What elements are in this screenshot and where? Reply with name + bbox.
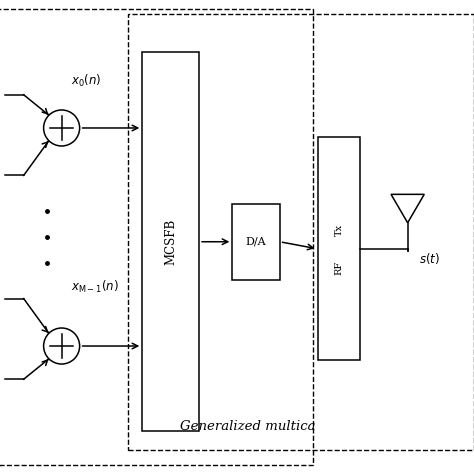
Circle shape	[44, 110, 80, 146]
Text: RF: RF	[335, 261, 343, 275]
Bar	[232, 204, 280, 280]
Text: $s(t)$: $s(t)$	[419, 251, 440, 266]
Text: $x_{\mathrm{M-1}}(n)$: $x_{\mathrm{M-1}}(n)$	[71, 279, 119, 295]
Text: MCSFB: MCSFB	[164, 219, 177, 265]
Text: D/A: D/A	[246, 237, 266, 247]
Circle shape	[44, 328, 80, 364]
Text: $x_0(n)$: $x_0(n)$	[71, 73, 101, 89]
Text: Generalized multica: Generalized multica	[180, 420, 316, 433]
Text: Tx: Tx	[335, 224, 343, 236]
Bar	[142, 52, 199, 431]
Bar	[0, 9, 313, 465]
Bar	[318, 137, 360, 360]
Bar	[128, 14, 474, 450]
